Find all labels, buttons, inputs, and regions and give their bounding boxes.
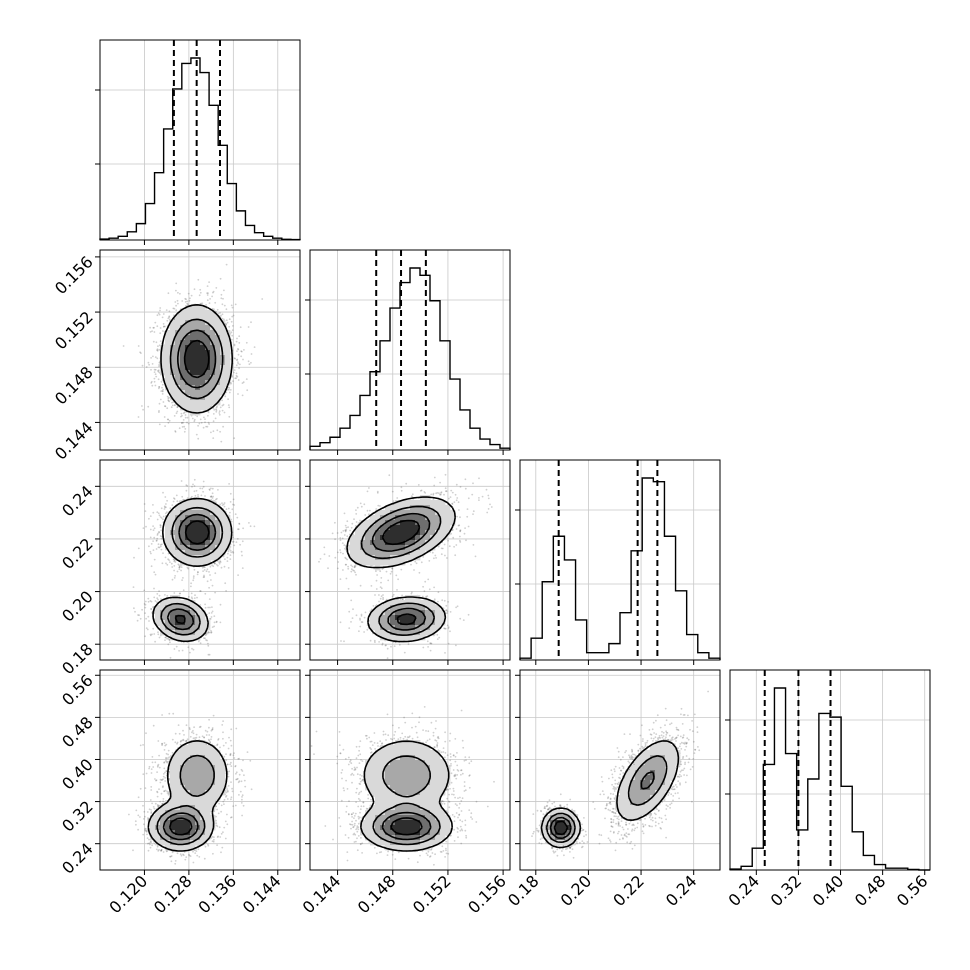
contour-line	[147, 740, 228, 852]
x-tick-label: 0.48	[851, 871, 890, 910]
x-tick-label: 0.156	[464, 871, 510, 917]
y-tick-label: 0.152	[51, 307, 97, 353]
scatter-frame	[519, 669, 721, 871]
contour-line	[162, 812, 199, 841]
x-tick-label: 0.22	[609, 871, 648, 910]
y-tick-label: 0.40	[58, 755, 97, 794]
x-tick-label: 0.152	[409, 871, 455, 917]
panels-layer: 0.24 0.32 0.40 0.48 0.560.1440.1480.1520.156…	[51, 39, 932, 917]
x-tick-label: 0.136	[194, 871, 240, 917]
scatter-frame	[99, 459, 301, 661]
x-tick-label: 0.128	[150, 871, 196, 917]
histogram-panel-3	[515, 459, 721, 665]
x-tick-label: 0.20	[557, 871, 596, 910]
histogram-panel-4: 0.24 0.32 0.40 0.48 0.56	[725, 669, 932, 910]
contour-line	[545, 755, 668, 843]
contour-line	[152, 497, 233, 643]
scatter-contents	[531, 690, 709, 859]
y-tick-label: 0.22	[58, 534, 97, 573]
density-fill	[150, 740, 226, 851]
contour-line	[166, 513, 217, 631]
contour-line	[390, 817, 423, 836]
histogram-panel-1	[95, 39, 301, 245]
density-contours	[147, 740, 228, 852]
contour-line	[346, 496, 456, 643]
y-tick-label: 0.48	[58, 713, 97, 752]
y-tick-label: 0.148	[51, 363, 97, 409]
x-tick-label: 0.144	[239, 871, 285, 917]
density-contours	[160, 304, 233, 414]
contour-line	[540, 740, 680, 849]
y-tick-label: 0.18	[58, 640, 97, 679]
contour-line	[360, 740, 453, 852]
histogram-step	[519, 477, 721, 660]
scatter-contents	[310, 706, 495, 866]
histogram-frame	[519, 459, 721, 661]
y-tick-label: 0.24	[58, 839, 97, 878]
density-contours	[360, 740, 453, 852]
histogram-frame	[99, 39, 301, 241]
contour-line	[177, 329, 217, 389]
x-tick-label: 0.24	[725, 871, 764, 910]
contour-line	[183, 339, 210, 379]
contour-line	[381, 519, 421, 626]
scatter-frame	[99, 249, 301, 451]
scatter-contents	[318, 473, 493, 659]
scatter-frame	[99, 669, 301, 871]
x-tick-label: 0.40	[809, 871, 848, 910]
contour-line	[360, 505, 442, 636]
y-tick-label: 0.144	[51, 418, 97, 464]
density-contours	[152, 497, 233, 643]
histogram-step	[99, 57, 301, 241]
scatter-contents	[127, 712, 253, 865]
x-tick-label: 0.148	[354, 871, 400, 917]
y-tick-label: 0.32	[58, 797, 97, 836]
contour-line	[160, 506, 224, 636]
density-fill	[345, 495, 456, 641]
x-tick-label: 0.18	[504, 871, 543, 910]
y-tick-label: 0.24	[58, 482, 97, 521]
scatter-contents	[132, 478, 256, 659]
contour-line	[168, 817, 193, 836]
y-tick-label: 0.20	[58, 587, 97, 626]
x-tick-label: 0.32	[767, 871, 806, 910]
density-contours	[540, 740, 680, 849]
contour-line	[381, 811, 432, 841]
x-tick-label: 0.120	[105, 871, 151, 917]
histogram-step	[309, 267, 511, 450]
histogram-panel-2	[305, 249, 511, 455]
contour-line	[160, 304, 233, 414]
histogram-frame	[309, 249, 511, 451]
contour-line	[156, 754, 215, 846]
scatter-contents	[122, 263, 264, 443]
histogram-frame	[729, 669, 931, 871]
y-tick-label: 0.56	[58, 671, 97, 710]
y-tick-label: 0.156	[51, 252, 97, 298]
x-tick-label: 0.144	[299, 871, 345, 917]
x-tick-label: 0.24	[662, 871, 701, 910]
scatter-frame	[309, 669, 511, 871]
scatter-panel-1-2: 0.144 0.148 0.152 0.156	[51, 249, 301, 464]
contour-line	[174, 520, 210, 625]
scatter-frame	[309, 459, 511, 661]
contour-line	[371, 512, 431, 631]
x-tick-label: 0.56	[893, 871, 932, 910]
density-contours	[346, 496, 456, 643]
scatter-panel-1-3: 0.18 0.20 0.22 0.24	[58, 459, 301, 679]
histogram-step	[729, 687, 930, 871]
contour-line	[553, 820, 569, 836]
scatter-panel-2-4: 0.144 0.148 0.152 0.156	[299, 669, 511, 917]
scatter-panel-2-3	[305, 459, 511, 665]
contour-line	[372, 755, 441, 846]
scatter-panel-3-4: 0.18 0.20 0.22 0.24	[504, 669, 721, 910]
contour-line	[169, 318, 224, 400]
contour-line	[549, 771, 655, 840]
